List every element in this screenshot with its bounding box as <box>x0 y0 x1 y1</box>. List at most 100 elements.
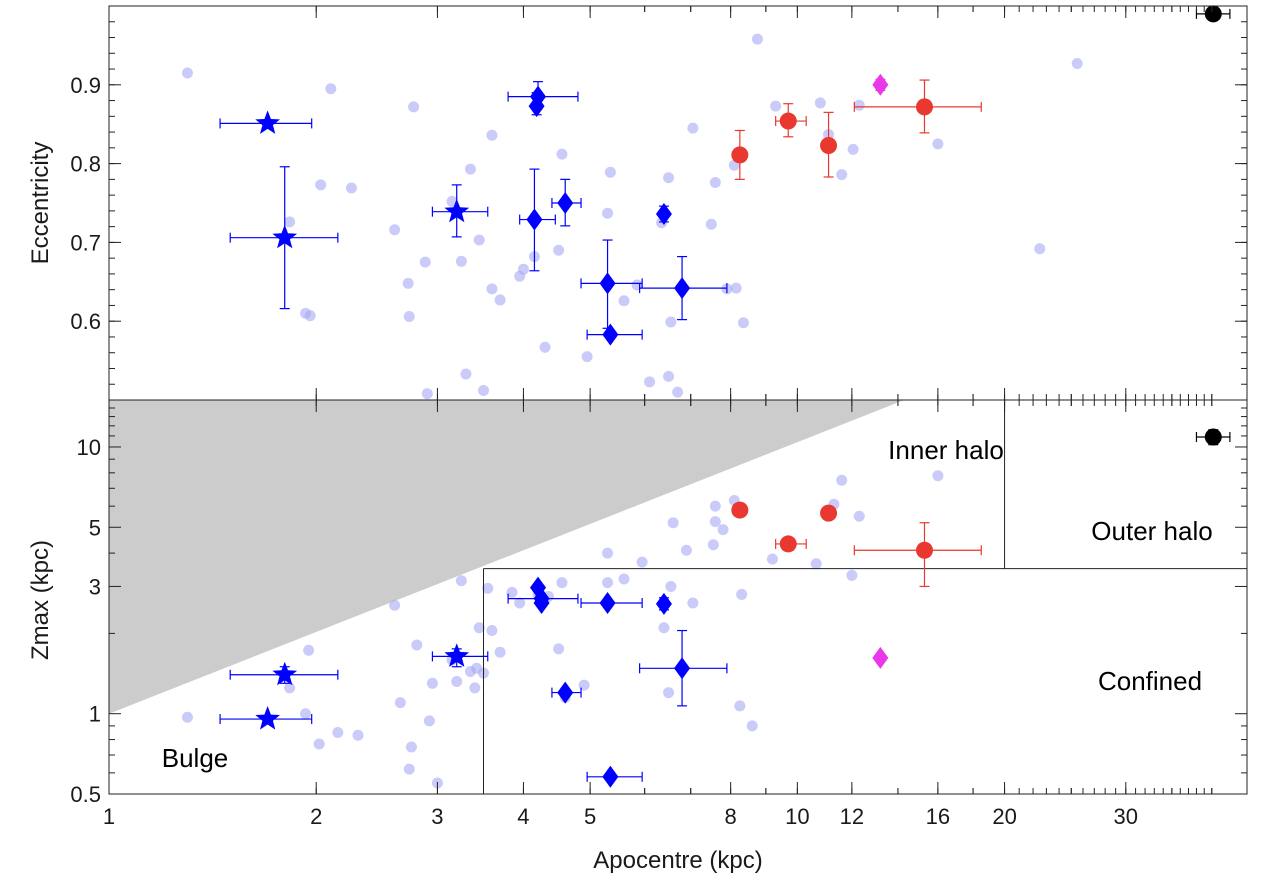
background-star-point <box>473 234 485 246</box>
eccentricity-ticks: 0.6 0.7 0.8 0.9 <box>70 6 1247 400</box>
background-star-point <box>394 697 406 709</box>
eccentricity-panel: 0.6 0.7 0.8 0.9 Eccentricity <box>27 5 1248 401</box>
y-tick-label: 10 <box>77 435 101 460</box>
background-star-point <box>517 263 529 275</box>
region-label-inner-halo: Inner halo <box>888 435 1004 465</box>
background-star-point <box>847 143 859 155</box>
background-star-point <box>473 622 485 634</box>
background-star-point <box>705 218 717 230</box>
x-axis-title: Apocentre (kpc) <box>593 847 762 874</box>
background-star-point <box>455 255 467 267</box>
background-star-point <box>853 99 865 111</box>
background-star-point <box>486 625 498 637</box>
background-star-point <box>494 646 506 658</box>
background-star-point <box>687 597 699 609</box>
background-star-point <box>730 282 742 294</box>
background-star-point <box>618 295 630 307</box>
background-star-point <box>494 294 506 306</box>
diamond-marker <box>526 208 543 231</box>
diamond-marker <box>655 203 672 226</box>
diamond-marker <box>872 646 889 669</box>
background-star-point <box>853 510 865 522</box>
background-star-point <box>709 500 721 512</box>
star-marker <box>272 224 298 249</box>
x-tick-label: 2 <box>310 804 322 829</box>
diamond-marker <box>557 681 574 704</box>
zmax-data-points <box>219 428 1231 788</box>
x-tick-label: 16 <box>926 804 950 829</box>
background-star-point <box>810 558 822 570</box>
background-star-point <box>460 368 472 380</box>
region-boundaries <box>483 400 1247 794</box>
y-tick-label: 0.8 <box>70 152 101 177</box>
background-star-point <box>469 682 481 694</box>
circle-marker <box>1204 428 1222 446</box>
background-star-point <box>665 580 677 592</box>
x-tick-label: 4 <box>517 804 529 829</box>
background-star-point <box>181 67 193 79</box>
region-label-outer-halo: Outer halo <box>1091 516 1212 546</box>
x-tick-label: 3 <box>431 804 443 829</box>
background-star-point <box>478 385 490 397</box>
y-tick-label: 0.6 <box>70 309 101 334</box>
circle-marker <box>779 112 797 130</box>
eccentricity-background-points <box>181 33 1083 400</box>
y-tick-label: 3 <box>89 574 101 599</box>
background-star-point <box>663 370 675 382</box>
circle-marker <box>915 541 933 559</box>
background-star-point <box>578 679 590 691</box>
background-star-point <box>332 727 344 739</box>
background-star-point <box>426 677 438 689</box>
background-star-point <box>553 643 565 655</box>
star-marker <box>272 661 298 686</box>
region-label-bulge: Bulge <box>162 743 229 773</box>
background-star-point <box>303 644 315 656</box>
diamond-marker <box>557 192 574 214</box>
background-star-point <box>663 687 675 699</box>
background-star-point <box>709 516 721 528</box>
x-tick-label: 20 <box>992 804 1016 829</box>
background-star-point <box>455 575 467 587</box>
diamond-marker <box>599 272 616 295</box>
background-star-point <box>602 547 614 559</box>
diamond-marker <box>872 73 889 96</box>
circle-marker <box>820 136 838 154</box>
x-tick-label: 5 <box>584 804 596 829</box>
circle-marker <box>1204 5 1222 23</box>
background-star-point <box>345 182 357 194</box>
background-star-point <box>746 720 758 732</box>
star-marker <box>255 110 280 134</box>
background-star-point <box>1034 243 1046 255</box>
background-star-point <box>553 244 565 256</box>
star-marker <box>444 643 470 667</box>
x-tick-label: 30 <box>1114 804 1138 829</box>
background-star-point <box>631 279 643 291</box>
y-tick-label: 0.7 <box>70 230 101 255</box>
background-star-point <box>539 341 551 353</box>
background-star-point <box>315 179 327 191</box>
y-tick-label: 0.9 <box>70 73 101 98</box>
background-star-point <box>419 256 431 268</box>
background-star-point <box>581 351 593 363</box>
region-label-confined: Confined <box>1098 666 1202 696</box>
background-star-point <box>734 700 746 712</box>
background-star-point <box>770 100 782 112</box>
star-marker <box>444 198 470 223</box>
background-star-point <box>405 741 417 753</box>
background-star-point <box>687 122 699 134</box>
zmax-y-axis-title: Zmax (kpc) <box>27 540 54 660</box>
background-star-point <box>304 310 316 322</box>
background-star-point <box>506 586 518 598</box>
background-star-point <box>486 283 498 295</box>
excluded-region-polygon <box>109 400 905 714</box>
background-star-point <box>846 569 858 581</box>
background-star-point <box>932 470 944 482</box>
background-star-point <box>602 207 614 219</box>
x-tick-label: 1 <box>103 804 115 829</box>
background-star-point <box>352 729 364 741</box>
diamond-marker <box>602 765 619 788</box>
circle-marker <box>820 504 838 522</box>
x-tick-label: 10 <box>785 804 809 829</box>
